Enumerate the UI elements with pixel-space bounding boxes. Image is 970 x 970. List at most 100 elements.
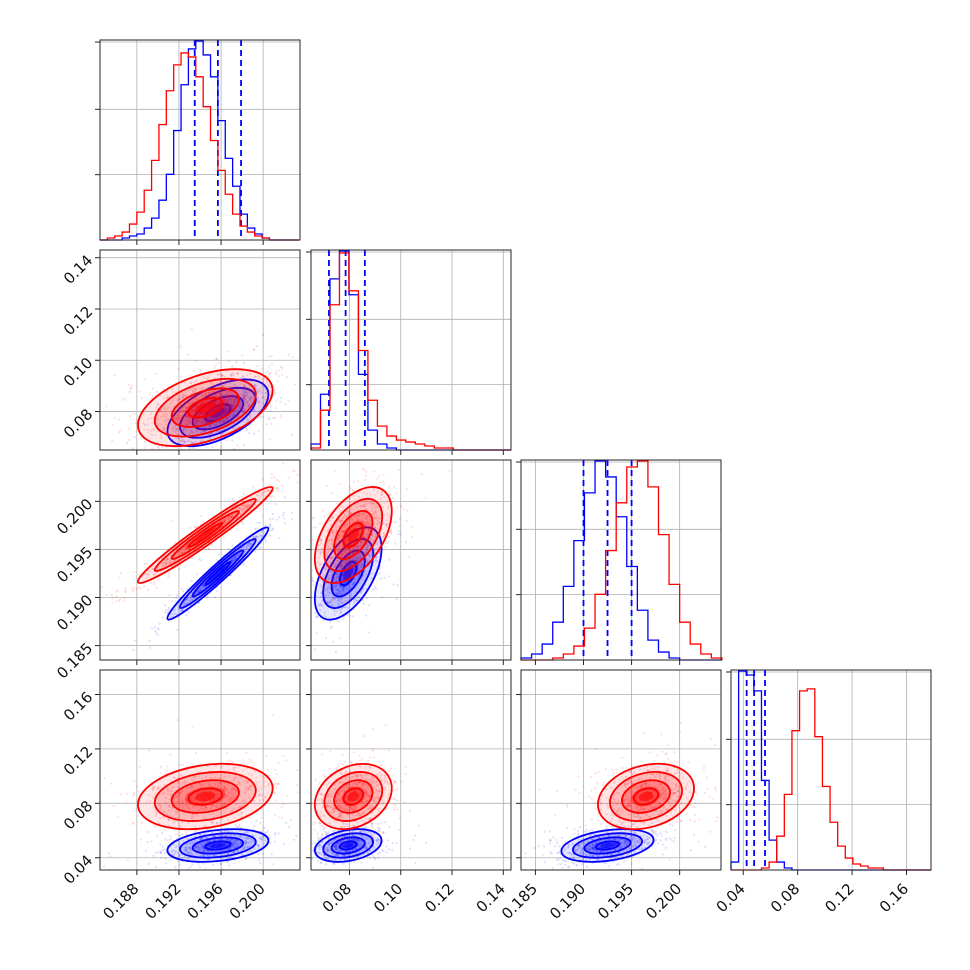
scatter-point — [337, 543, 341, 546]
scatter-point — [228, 515, 231, 519]
scatter-point — [191, 853, 194, 856]
scatter-point — [226, 409, 229, 412]
scatter-point — [246, 402, 249, 405]
scatter-point — [124, 397, 127, 400]
scatter-point — [275, 487, 278, 490]
scatter-point — [261, 530, 264, 533]
scatter-point — [278, 536, 281, 539]
scatter-point — [239, 408, 242, 411]
scatter-point — [218, 404, 221, 407]
scatter-point — [378, 521, 381, 524]
scatter-point — [231, 561, 234, 564]
scatter-point — [256, 345, 259, 348]
scatter-point — [349, 509, 352, 512]
scatter-point — [349, 595, 352, 598]
scatter-point — [256, 521, 259, 524]
scatter-point — [190, 328, 193, 331]
scatter-point — [199, 843, 202, 846]
scatter-point — [360, 563, 364, 566]
scatter-point — [152, 567, 155, 571]
scatter-point — [170, 388, 173, 391]
scatter-point — [219, 382, 222, 385]
scatter-point — [217, 395, 220, 398]
scatter-point — [326, 601, 329, 605]
scatter-point — [230, 516, 233, 519]
scatter-point — [219, 862, 222, 865]
scatter-point — [211, 773, 214, 776]
scatter-point — [188, 421, 191, 424]
scatter-point — [346, 514, 349, 518]
scatter-point — [355, 517, 358, 520]
scatter-point — [218, 420, 221, 424]
scatter-point — [384, 524, 388, 527]
scatter-point — [193, 797, 196, 800]
scatter-point — [337, 576, 340, 579]
scatter-point — [248, 367, 251, 370]
scatter-point — [190, 381, 193, 384]
scatter-point — [195, 405, 198, 408]
scatter-point — [172, 441, 175, 444]
scatter-point — [340, 547, 343, 550]
scatter-point — [289, 819, 292, 822]
scatter-point — [335, 529, 338, 532]
scatter-point — [175, 425, 178, 428]
scatter-point — [150, 567, 154, 571]
scatter-point — [228, 396, 231, 399]
scatter-point — [234, 826, 237, 829]
scatter-point — [255, 781, 258, 784]
scatter-point — [332, 586, 335, 590]
scatter-point — [369, 525, 372, 529]
scatter-point — [334, 565, 337, 568]
scatter-point — [363, 468, 366, 471]
scatter-point — [155, 631, 158, 634]
scatter-point — [247, 788, 250, 791]
scatter-point — [380, 493, 383, 496]
scatter-point — [349, 501, 352, 504]
scatter-point — [228, 839, 231, 842]
scatter-point — [185, 831, 188, 834]
scatter-point — [181, 439, 184, 442]
scatter-point — [222, 432, 225, 435]
scatter-point — [243, 504, 246, 507]
scatter-point — [200, 514, 203, 518]
scatter-point — [220, 414, 223, 418]
scatter-point — [163, 852, 166, 855]
scatter-point — [180, 610, 183, 613]
scatter-point — [231, 560, 234, 563]
scatter-point — [364, 524, 367, 527]
scatter-point — [266, 489, 269, 492]
scatter-point — [213, 839, 216, 842]
scatter-point — [189, 429, 192, 432]
scatter-point — [235, 426, 238, 429]
scatter-point — [344, 585, 347, 589]
scatter-point — [131, 588, 134, 591]
scatter-point — [348, 571, 351, 574]
scatter-point — [230, 787, 233, 791]
scatter-point — [231, 404, 234, 408]
scatter-point — [214, 782, 217, 785]
scatter-point — [195, 423, 198, 426]
scatter-point — [111, 596, 114, 600]
scatter-point — [341, 517, 345, 520]
scatter-point — [263, 831, 266, 834]
scatter-point — [215, 358, 218, 361]
scatter-point — [338, 608, 341, 611]
scatter-point — [346, 560, 349, 564]
scatter-point — [374, 527, 377, 530]
scatter-point — [254, 528, 257, 531]
scatter-point — [330, 492, 333, 495]
scatter-point — [242, 397, 246, 400]
scatter-point — [218, 372, 221, 376]
scatter-point — [199, 588, 202, 592]
scatter-point — [193, 839, 197, 842]
scatter-point — [230, 829, 233, 832]
scatter-point — [155, 571, 159, 575]
scatter-point — [232, 556, 235, 559]
scatter-point — [361, 538, 364, 541]
scatter-point — [172, 786, 175, 789]
scatter-point — [205, 421, 208, 424]
scatter-point — [390, 528, 393, 531]
scatter-point — [260, 838, 263, 841]
scatter-point — [388, 493, 391, 496]
scatter-point — [362, 504, 365, 507]
